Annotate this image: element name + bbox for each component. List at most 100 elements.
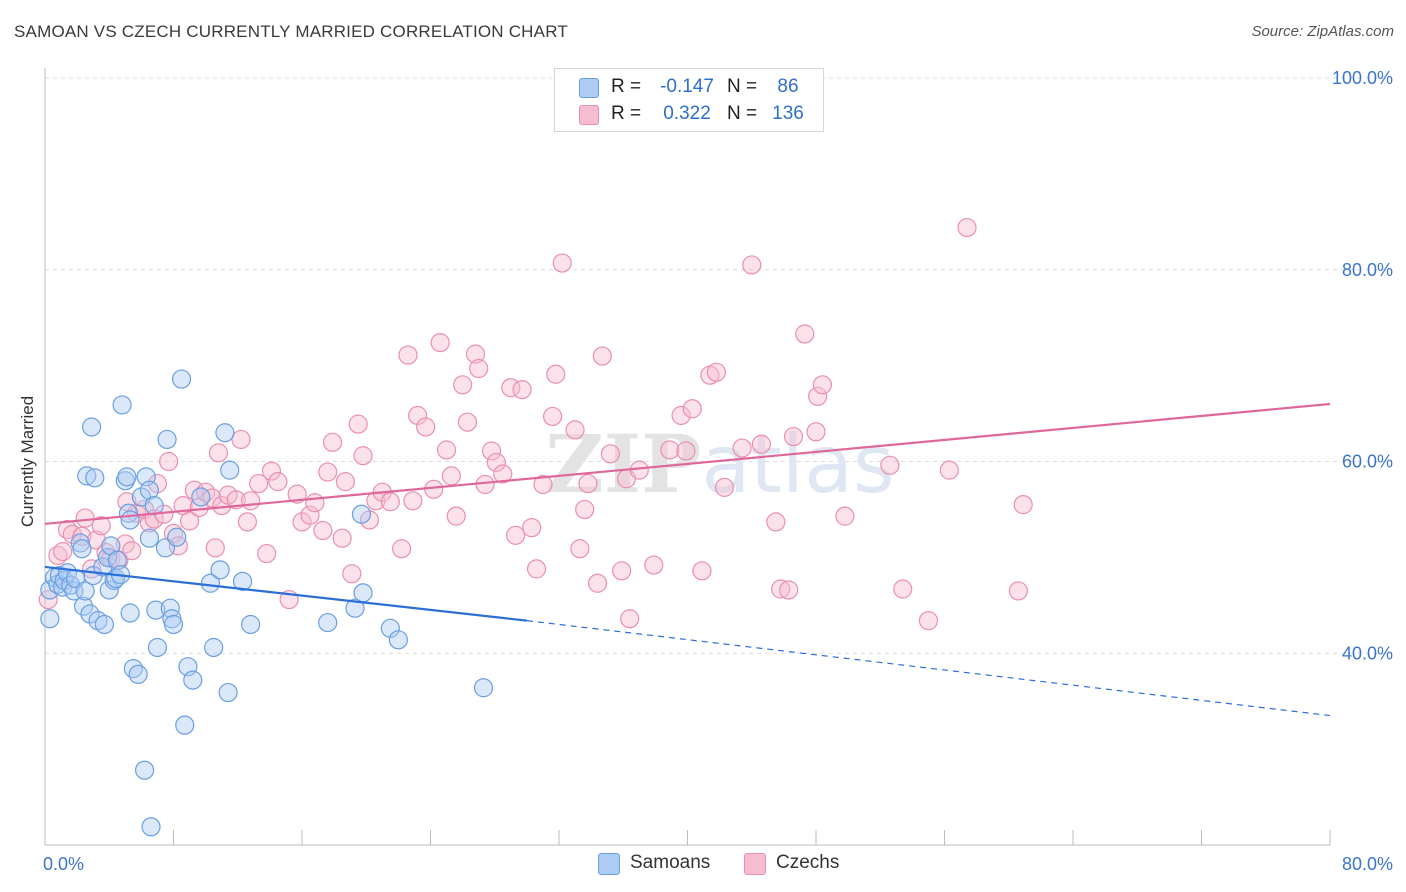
czech-trend-line — [44, 402, 1331, 525]
n-label: N = — [727, 103, 758, 124]
czech-point — [475, 474, 495, 495]
czech-point — [416, 417, 436, 437]
czech-point — [706, 362, 727, 382]
samoan-point — [77, 466, 97, 486]
czech-point — [751, 434, 771, 454]
czech-point — [436, 440, 457, 460]
czech-point — [742, 255, 762, 275]
czech-point — [446, 506, 466, 526]
samoan-point — [85, 468, 105, 488]
samoan-point — [120, 603, 140, 623]
samoan-point — [351, 504, 372, 524]
czech-point — [226, 490, 246, 510]
source-label: Source: ZipAtlas.com — [1251, 23, 1394, 40]
czech-point — [469, 358, 489, 379]
czech-point — [257, 543, 277, 564]
samoan-legend-label: Samoans — [630, 852, 711, 873]
czech-legend-label: Czechs — [776, 852, 840, 873]
czech-point — [542, 406, 563, 427]
chart-title: SAMOAN VS CZECH CURRENTLY MARRIED CORREL… — [14, 22, 568, 41]
x-tick-label: 80.0% — [1342, 854, 1393, 874]
czech-point — [1008, 581, 1028, 601]
y-tick-label: 60.0% — [1342, 452, 1393, 472]
czech-point — [305, 493, 325, 513]
samoan-point — [157, 429, 177, 450]
czech-point — [918, 611, 939, 631]
n-label: N = — [727, 76, 758, 97]
samoan-point — [473, 678, 494, 698]
trend-lines — [44, 402, 1331, 717]
czech-point — [512, 379, 532, 400]
czech-point — [486, 452, 506, 473]
axes — [44, 68, 1331, 846]
samoan-point — [81, 417, 102, 437]
samoan-point — [380, 618, 400, 638]
samoan-trend-line — [44, 565, 527, 622]
czech-point — [208, 443, 229, 463]
czech-point — [808, 386, 828, 406]
samoan-point — [112, 395, 132, 415]
samoan-trend-extension — [526, 620, 1331, 717]
czech-point — [318, 462, 338, 482]
czech-point — [812, 375, 833, 395]
axis-labels: 40.0% 60.0% 80.0% 100.0% 0.0% 80.0% Currently … — [18, 68, 1393, 874]
czech-point — [241, 491, 261, 511]
samoan-swatch — [579, 78, 599, 98]
x-tick-label: 0.0% — [43, 854, 84, 874]
czech-point — [714, 477, 735, 497]
samoan-point — [183, 670, 203, 690]
czech-point — [692, 561, 712, 581]
legend-row-samoans: R = -0.147 N = 86 — [555, 74, 823, 100]
czech-point — [457, 412, 478, 432]
czech-point — [249, 473, 269, 494]
czech-point — [465, 344, 486, 364]
czech-point — [682, 399, 702, 419]
czech-point — [671, 405, 691, 426]
czech-point — [620, 609, 640, 629]
samoan-point — [134, 760, 155, 780]
samoan-point — [144, 496, 164, 516]
legend-row-czechs: R = 0.322 N = 136 — [555, 101, 823, 127]
czech-point — [408, 405, 428, 426]
czech-point — [660, 440, 680, 460]
samoan-point — [175, 715, 195, 735]
czech-point — [587, 573, 608, 593]
czech-point — [592, 346, 612, 366]
czech-point — [335, 472, 355, 492]
samoan-point — [128, 664, 148, 684]
czech-point — [565, 420, 585, 440]
samoan-legend-swatch — [598, 853, 620, 875]
czech-point — [292, 512, 312, 532]
czech-point — [205, 538, 225, 558]
czech-point — [835, 506, 855, 526]
czech-point — [391, 539, 412, 559]
czech-point — [644, 555, 664, 575]
samoan-point — [167, 527, 187, 547]
czech-point — [766, 512, 786, 532]
czech-point — [570, 539, 590, 559]
samoan-point — [118, 503, 139, 523]
n-value: 86 — [777, 76, 799, 97]
czech-legend-swatch — [744, 853, 766, 875]
samoan-point — [241, 614, 261, 635]
samoan-point — [388, 630, 408, 650]
czech-point — [231, 429, 251, 450]
czech-point — [732, 438, 752, 458]
czech-point — [552, 253, 572, 273]
czech-point — [332, 528, 352, 548]
czech-point — [179, 511, 200, 531]
czech-point — [600, 444, 621, 464]
samoan-point — [191, 487, 211, 507]
czech-point — [353, 446, 373, 466]
czech-point — [91, 516, 111, 536]
czech-point — [893, 579, 913, 599]
y-tick-label: 100.0% — [1332, 68, 1393, 88]
czech-point — [506, 525, 526, 545]
czech-point — [380, 492, 400, 512]
samoan-point — [99, 580, 119, 600]
czech-point — [287, 484, 307, 504]
samoan-point — [345, 598, 365, 618]
correlation-legend: R = -0.147 N = 86 R = 0.322 N = 136 — [554, 68, 824, 132]
r-label: R = — [611, 76, 642, 97]
